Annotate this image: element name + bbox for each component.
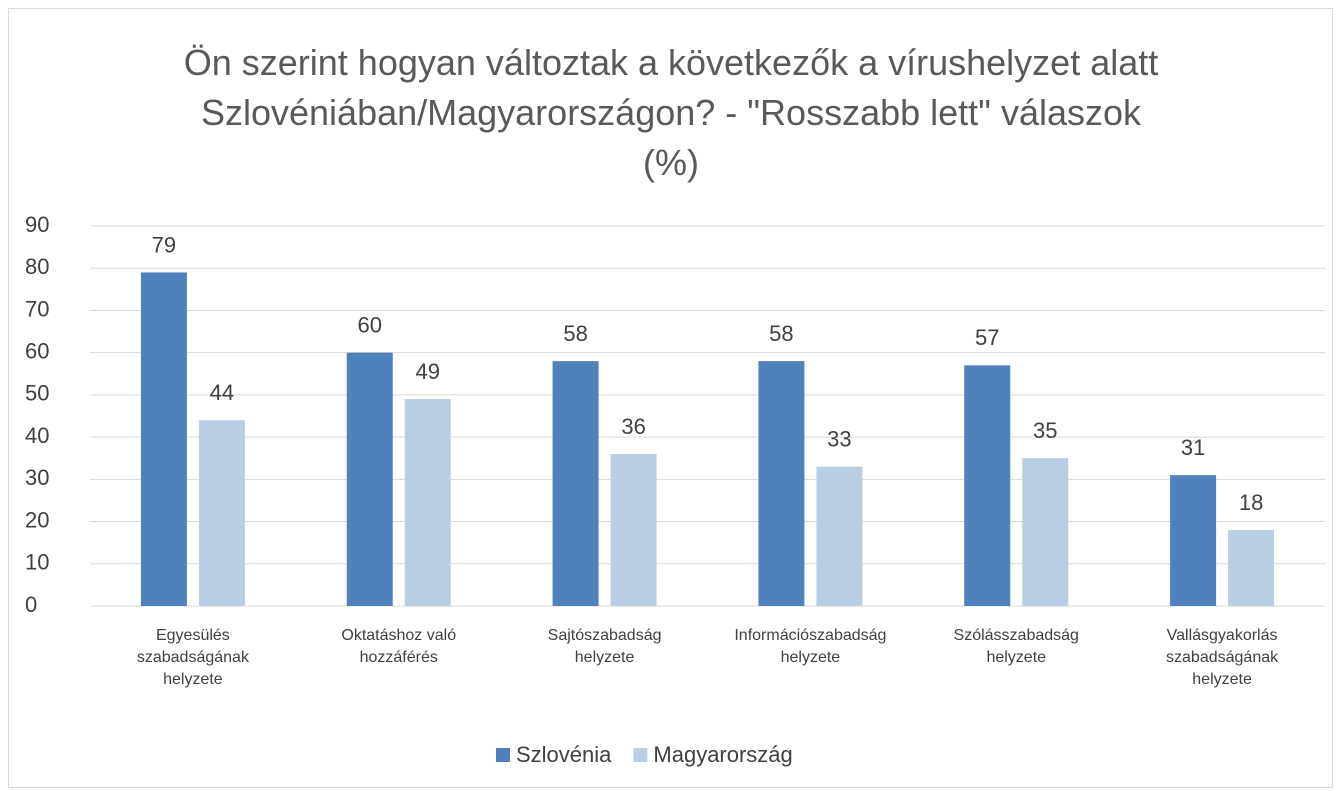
legend-swatch (633, 748, 648, 762)
y-tick-label: 70 (25, 296, 49, 321)
bar (1170, 475, 1217, 606)
chart-border (8, 8, 1333, 788)
y-tick-label: 60 (25, 338, 49, 363)
x-tick-label: Vallásgyakorlás szabadságának helyzete (1166, 627, 1279, 688)
y-tick-label: 10 (25, 550, 49, 575)
bar (140, 272, 187, 606)
bar (964, 365, 1011, 606)
legend-swatch (496, 748, 510, 762)
bar (404, 399, 451, 606)
data-label: 58 (769, 321, 793, 346)
legend-label: Szlovénia (516, 742, 612, 767)
x-tick-label: Információszabadság helyzete (734, 627, 887, 666)
y-tick-label: 0 (25, 592, 37, 617)
bar (1228, 530, 1275, 606)
x-tick-label: Egyesülés szabadságának helyzete (136, 627, 249, 688)
data-label: 57 (975, 325, 999, 350)
bar (198, 420, 245, 606)
data-label: 33 (827, 426, 851, 451)
x-tick-label: Sajtószabadság helyzete (547, 627, 662, 666)
x-tick-label: Szólásszabadság helyzete (953, 627, 1079, 666)
bar (552, 361, 599, 606)
data-label: 58 (563, 321, 587, 346)
data-label: 31 (1181, 435, 1205, 460)
y-tick-label: 50 (25, 381, 49, 406)
bar (1022, 458, 1069, 606)
bar (816, 466, 863, 606)
bar (346, 352, 393, 606)
data-label: 44 (210, 380, 234, 405)
x-tick-label: Oktatáshoz való hozzáférés (341, 627, 457, 666)
data-label: 79 (152, 232, 176, 257)
data-label: 49 (416, 359, 440, 384)
y-tick-label: 80 (25, 254, 49, 279)
bar (758, 361, 805, 606)
chart-title: Ön szerint hogyan változtak a következők… (183, 42, 1159, 183)
legend-label: Magyarország (653, 742, 792, 767)
bar (610, 454, 657, 606)
data-label: 60 (358, 312, 382, 337)
y-tick-label: 30 (25, 465, 49, 490)
data-label: 35 (1033, 418, 1057, 443)
data-label: 36 (621, 414, 645, 439)
y-tick-label: 20 (25, 507, 49, 532)
y-tick-label: 90 (25, 212, 49, 237)
data-label: 18 (1239, 490, 1263, 515)
y-tick-label: 40 (25, 423, 49, 448)
